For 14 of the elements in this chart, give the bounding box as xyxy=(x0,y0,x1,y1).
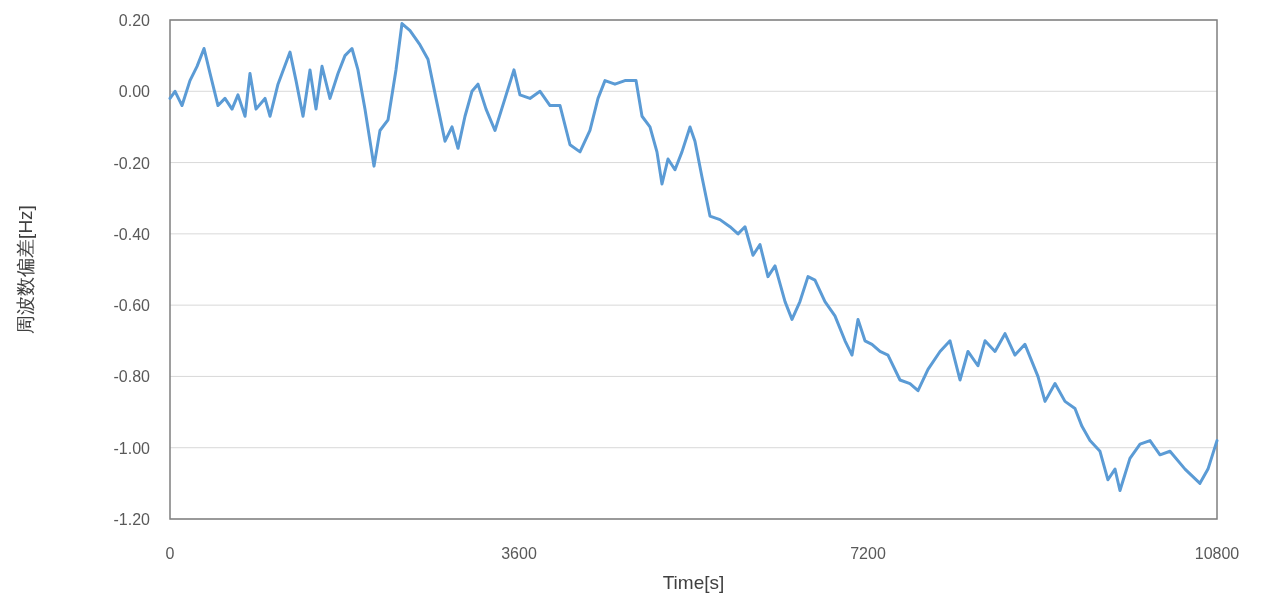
x-axis-title: Time[s] xyxy=(662,572,725,593)
y-tick-label: -1.00 xyxy=(113,439,151,457)
y-axis-title: 周波数偏差[Hz] xyxy=(15,205,36,334)
x-tick-label: 7200 xyxy=(850,545,886,562)
y-tick-label: -0.40 xyxy=(113,225,151,243)
y-tick-label: 0.20 xyxy=(118,12,151,29)
x-tick-label: 10800 xyxy=(1194,545,1240,562)
y-tick-label: -0.80 xyxy=(113,368,151,386)
y-tick-label: -0.60 xyxy=(113,297,151,315)
y-tick-label: 0.00 xyxy=(118,83,151,101)
y-tick-label: -1.20 xyxy=(113,511,151,528)
x-tick-label: 3600 xyxy=(501,545,537,562)
x-tick-label: 0 xyxy=(165,545,175,562)
y-tick-label: -0.20 xyxy=(113,154,151,172)
